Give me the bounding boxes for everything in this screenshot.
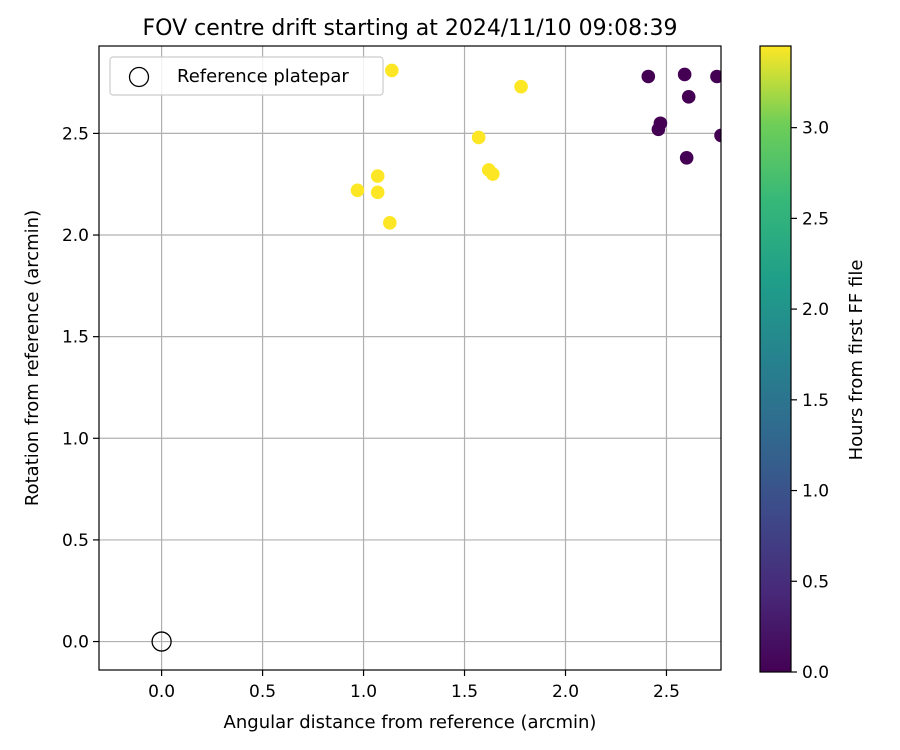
colorbar-label: Hours from first FF file	[846, 260, 867, 461]
data-point	[370, 185, 385, 200]
data-point	[385, 63, 399, 78]
x-axis-ticks: 0.0 0.5 1.0 1.5 2.0 2.5	[148, 670, 680, 702]
y-tick-label: 0.0	[62, 633, 89, 653]
legend-entry: Reference platepar	[177, 66, 349, 87]
chart-title: FOV centre drift starting at 2024/11/10 …	[143, 16, 678, 41]
x-axis-label: Angular distance from reference (arcmin)	[224, 712, 597, 733]
legend: Reference platepar	[109, 56, 384, 96]
data-point	[677, 67, 692, 82]
colorbar-tick-label: 3.0	[802, 119, 829, 139]
plot-frame	[98, 45, 722, 671]
data-point	[471, 130, 486, 145]
colorbar-tick-label: 0.5	[802, 572, 829, 592]
x-tick-label: 0.5	[249, 682, 276, 702]
y-tick-label: 1.0	[62, 429, 89, 449]
y-tick-label: 2.5	[62, 124, 89, 144]
x-tick-label: 2.0	[552, 682, 579, 702]
legend-box	[109, 56, 384, 96]
data-point	[383, 216, 397, 230]
legend-marker-icon	[128, 66, 150, 88]
x-tick-label: 1.5	[451, 682, 478, 702]
colorbar-tick-label: 1.5	[802, 391, 829, 411]
colorbar-tick-label: 1.0	[802, 482, 829, 502]
colorbar-gradient	[759, 45, 792, 673]
data-point	[710, 69, 721, 84]
x-tick-label: 0.0	[148, 682, 175, 702]
colorbar-tick-label: 2.5	[802, 209, 829, 229]
data-point	[714, 128, 721, 143]
x-tick-label: 1.0	[350, 682, 377, 702]
colorbar-tick-label: 2.0	[802, 300, 829, 320]
colorbar-ticks: 0.0 0.5 1.0 1.5 2.0 2.5 3.0	[791, 119, 829, 683]
data-points	[350, 63, 721, 230]
data-point	[651, 122, 666, 137]
data-point	[679, 150, 694, 165]
reference-marker	[151, 631, 172, 652]
data-point	[370, 169, 385, 183]
colorbar: 0.0 0.5 1.0 1.5 2.0 2.5 3.0 Hours from first F…	[759, 45, 867, 683]
y-axis-ticks: 0.0 0.5 1.0 1.5 2.0 2.5	[62, 124, 99, 653]
y-tick-label: 2.0	[62, 226, 89, 246]
data-point	[514, 79, 528, 94]
y-tick-label: 1.5	[62, 328, 89, 348]
y-axis-label: Rotation from reference (arcmin)	[22, 210, 43, 506]
colorbar-tick-label: 0.0	[802, 663, 829, 683]
y-tick-label: 0.5	[62, 531, 89, 551]
data-point	[641, 69, 656, 84]
grid-lines	[99, 46, 721, 670]
data-point	[681, 90, 696, 104]
data-point	[350, 183, 365, 198]
x-tick-label: 2.5	[653, 682, 680, 702]
reference-platepar-point	[151, 631, 172, 652]
data-point	[485, 167, 500, 181]
